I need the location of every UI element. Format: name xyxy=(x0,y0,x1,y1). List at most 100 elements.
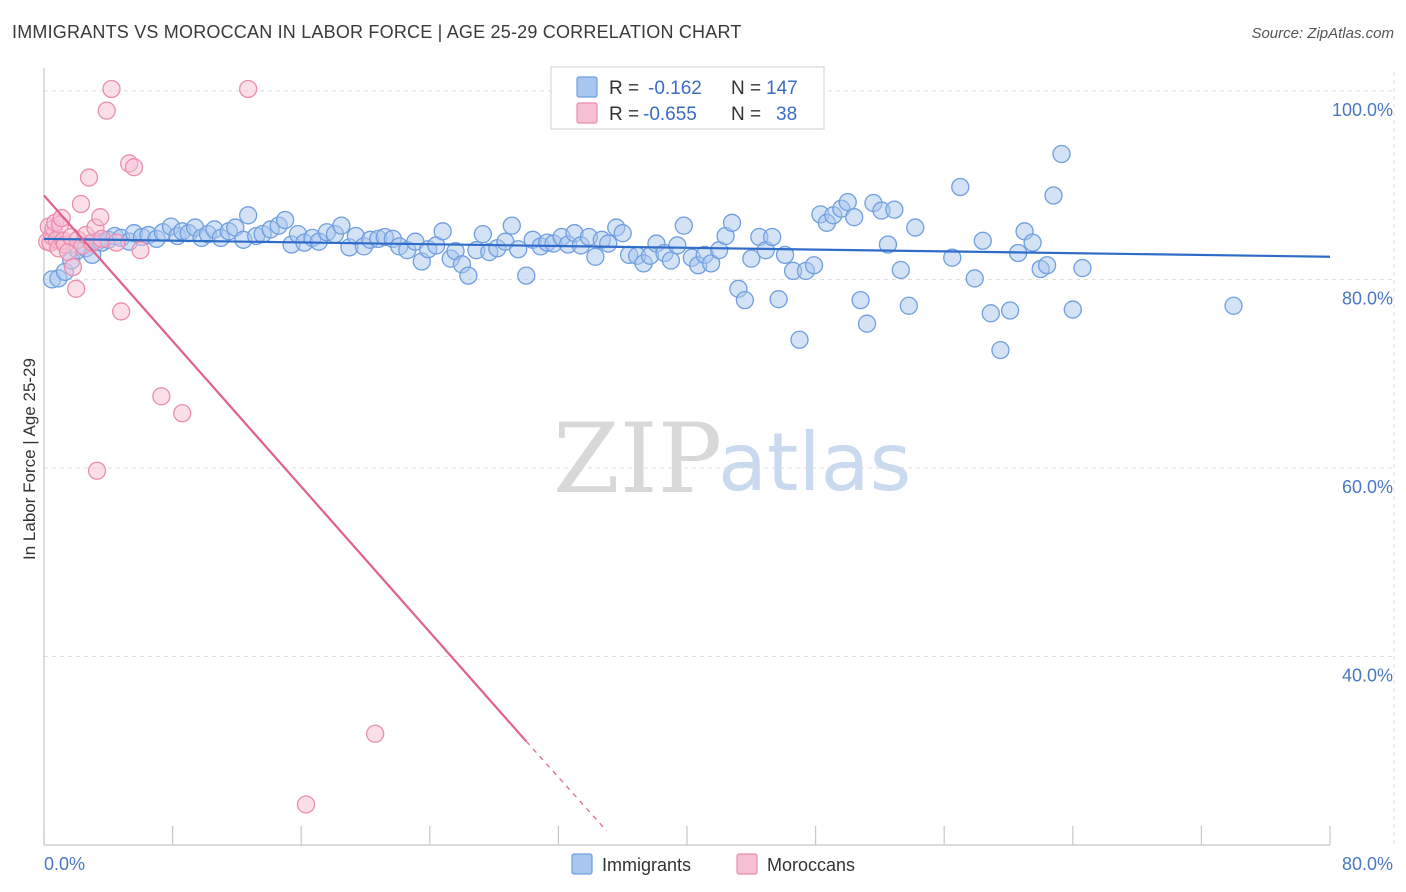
immigrants-point xyxy=(845,208,864,227)
immigrants-point xyxy=(838,192,857,212)
immigrants-point xyxy=(1044,186,1063,205)
immigrants-point xyxy=(943,248,962,267)
immigrants-point xyxy=(509,240,528,259)
immigrants-point xyxy=(1037,256,1057,275)
legend-n-label: N = xyxy=(731,104,761,125)
moroccans-point xyxy=(107,233,126,252)
legend-r-label: R = xyxy=(609,78,639,99)
moroccans-point xyxy=(239,79,258,99)
immigrants-point xyxy=(275,210,295,230)
legend-r-value-immigrants: -0.162 xyxy=(648,78,702,99)
trend-lines xyxy=(43,194,1331,832)
moroccans-point xyxy=(102,79,121,99)
moroccans-point xyxy=(296,795,316,814)
bottom-legend-label-moroccans: Moroccans xyxy=(767,855,855,875)
moroccans-point xyxy=(97,101,116,120)
chart-title: IMMIGRANTS VS MOROCCAN IN LABOR FORCE | … xyxy=(12,22,742,42)
legend-n-value-immigrants: 147 xyxy=(766,78,798,99)
moroccans-point xyxy=(63,257,83,277)
moroccans-point xyxy=(131,241,150,260)
immigrants-point xyxy=(804,256,824,275)
moroccans-point xyxy=(91,208,110,227)
moroccans-trend-extension xyxy=(525,740,608,832)
immigrants-point xyxy=(1023,233,1042,252)
stats-legend: R = -0.162 N = 147 R = -0.655 N = 38 xyxy=(550,66,825,130)
immigrants-point xyxy=(775,245,795,265)
immigrants-point xyxy=(661,251,681,270)
series-moroccans xyxy=(38,79,385,814)
legend-r-label: R = xyxy=(609,104,639,125)
immigrants-point xyxy=(239,206,258,225)
legend-swatch-immigrants xyxy=(576,76,598,98)
legend-swatch-moroccans xyxy=(576,102,598,124)
legend-n-value-moroccans: 38 xyxy=(776,104,797,125)
bottom-legend-swatch-moroccans xyxy=(736,853,758,875)
watermark-atlas: atlas xyxy=(718,416,911,509)
immigrants-point xyxy=(517,266,536,285)
immigrants-point xyxy=(502,216,521,235)
immigrants-point xyxy=(763,227,782,247)
immigrants-point xyxy=(857,314,877,333)
legend-n-label: N = xyxy=(731,78,761,99)
watermark: ZIP atlas xyxy=(553,403,911,515)
y-tick-label: 100.0% xyxy=(1332,100,1393,120)
immigrants-point xyxy=(899,296,918,315)
immigrants-point xyxy=(965,269,984,288)
immigrants-point xyxy=(674,216,693,235)
immigrants-point xyxy=(851,290,870,310)
immigrants-point xyxy=(722,213,742,232)
moroccans-point xyxy=(365,724,385,743)
immigrants-point xyxy=(885,200,904,219)
y-tick-label: 60.0% xyxy=(1342,477,1393,497)
immigrants-point xyxy=(433,222,452,241)
immigrants-point xyxy=(769,290,788,309)
y-tick-label: 40.0% xyxy=(1342,665,1393,685)
immigrants-point xyxy=(1224,296,1243,315)
immigrants-point xyxy=(878,235,898,254)
immigrants-point xyxy=(473,224,492,244)
immigrants-point xyxy=(586,247,605,266)
immigrants-point xyxy=(790,330,809,349)
immigrants-point xyxy=(613,224,632,243)
y-axis-label: In Labor Force | Age 25-29 xyxy=(20,358,39,560)
immigrants-point xyxy=(951,177,970,197)
immigrants-point xyxy=(973,231,992,250)
moroccans-trend-line xyxy=(43,194,528,743)
immigrants-point xyxy=(332,216,351,235)
x-tick-label-left: 0.0% xyxy=(44,854,85,874)
bottom-legend-label-immigrants: Immigrants xyxy=(602,855,691,875)
immigrants-point xyxy=(1063,300,1082,319)
bottom-legend: Immigrants Moroccans xyxy=(571,853,855,875)
moroccans-point xyxy=(152,387,171,406)
moroccans-point xyxy=(173,404,192,423)
legend-r-value-moroccans: -0.655 xyxy=(643,104,697,125)
immigrants-trend-line xyxy=(43,237,1331,258)
y-tick-label: 80.0% xyxy=(1342,288,1393,308)
immigrants-point xyxy=(459,266,478,285)
immigrants-point xyxy=(991,340,1010,360)
moroccans-point xyxy=(112,302,131,321)
bottom-legend-swatch-immigrants xyxy=(571,853,593,875)
immigrants-point xyxy=(1000,301,1020,320)
moroccans-point xyxy=(52,208,71,228)
moroccans-point xyxy=(67,279,86,298)
immigrants-point xyxy=(906,218,925,237)
immigrants-point xyxy=(701,254,721,273)
immigrants-point xyxy=(735,290,755,310)
x-tick-label-right: 80.0% xyxy=(1342,854,1393,874)
moroccans-point xyxy=(87,461,107,480)
chart-source: Source: ZipAtlas.com xyxy=(1251,25,1394,42)
y-tick-labels: 100.0% 80.0% 60.0% 40.0% xyxy=(1332,100,1393,686)
immigrants-point xyxy=(891,260,910,280)
immigrants-point xyxy=(668,236,687,255)
watermark-zip: ZIP xyxy=(553,403,722,515)
immigrants-point xyxy=(981,304,1000,323)
moroccans-point xyxy=(71,194,91,214)
moroccans-point xyxy=(124,158,144,177)
immigrants-point xyxy=(1052,144,1071,164)
moroccans-point xyxy=(79,168,99,187)
immigrants-point xyxy=(599,234,618,253)
immigrants-point xyxy=(1073,258,1092,278)
immigrants-point xyxy=(742,249,761,268)
